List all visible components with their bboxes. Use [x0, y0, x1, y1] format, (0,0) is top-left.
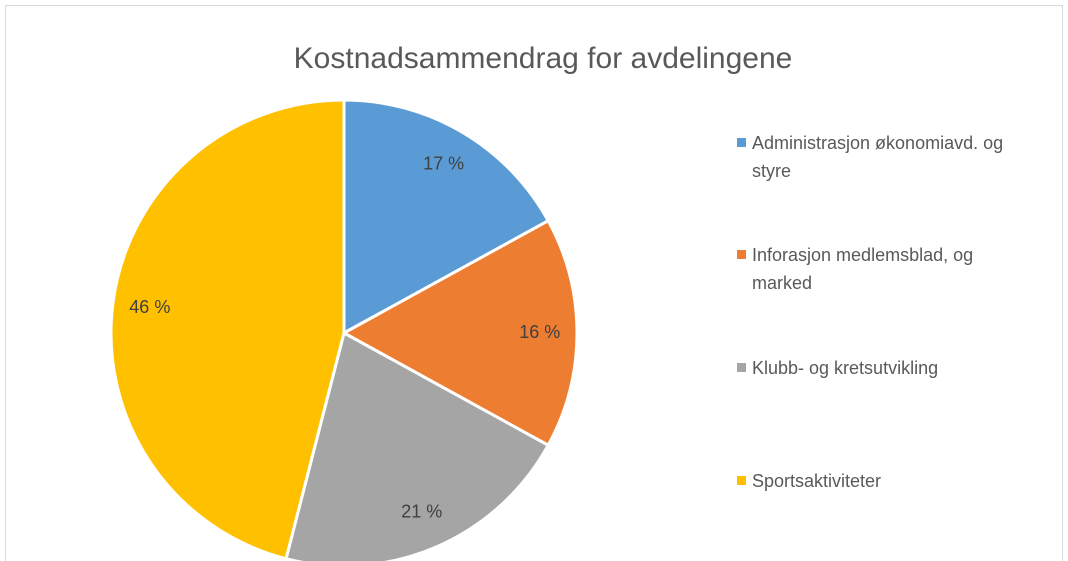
- legend-swatch: [737, 138, 746, 147]
- pie-slice: [342, 98, 551, 336]
- legend-swatch: [737, 250, 746, 259]
- data-label: 21 %: [401, 501, 442, 521]
- legend-label: Inforasjon medlemsblad, og marked: [752, 245, 974, 293]
- legend-item: Klubb- og kretsutvikling: [737, 354, 1037, 382]
- data-label: 16 %: [519, 322, 560, 342]
- data-label: 17 %: [423, 153, 464, 173]
- legend-item: Administrasjon økonomiavd. og styre: [737, 129, 1037, 185]
- legend-item: Inforasjon medlemsblad, og marked: [737, 241, 1037, 297]
- legend-item: Sportsaktiviteter: [737, 467, 1037, 495]
- pie-slice: [340, 218, 579, 448]
- legend-label: Sportsaktiviteter: [752, 471, 882, 491]
- chart-border: [5, 5, 1063, 561]
- chart-title: Kostnadsammendrag for avdelingene: [294, 42, 793, 75]
- legend-swatch: [737, 363, 746, 372]
- legend-label: Administrasjon økonomiavd. og styre: [752, 133, 1004, 181]
- pie-slice: [109, 98, 346, 561]
- legend-label: Klubb- og kretsutvikling: [752, 358, 939, 378]
- legend-swatch: [737, 476, 746, 485]
- pie-slice: [284, 330, 551, 561]
- data-label: 46 %: [129, 297, 170, 317]
